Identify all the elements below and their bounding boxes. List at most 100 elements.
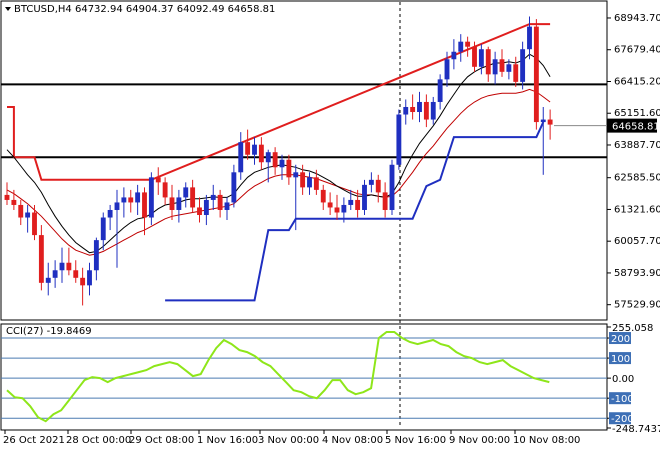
bull-candle: [403, 99, 409, 125]
bull-candle: [437, 74, 443, 110]
candle-body: [121, 197, 127, 203]
bear-candle: [300, 164, 306, 195]
candle-body: [417, 101, 422, 113]
candle-body: [313, 177, 319, 190]
candle-body: [506, 64, 512, 72]
bull-candle: [265, 149, 271, 183]
candle-body: [423, 101, 429, 120]
bull-candle: [451, 39, 457, 70]
bear-candle: [245, 129, 251, 160]
bull-candle: [203, 194, 209, 226]
bull-candle: [93, 237, 99, 281]
bull-candle: [148, 172, 154, 226]
candle-body: [245, 142, 251, 155]
bull-candle: [45, 262, 51, 296]
candle-body: [176, 197, 182, 210]
bear-candle: [382, 182, 388, 218]
bull-candle: [444, 51, 450, 87]
price-tick-label: 65151.60: [614, 108, 660, 119]
candle-body: [286, 159, 292, 178]
bear-candle: [286, 154, 292, 185]
cci-level-box: [609, 352, 631, 365]
candle-body: [465, 41, 471, 47]
bull-candle: [430, 96, 436, 125]
cci-level-box: [609, 332, 631, 345]
bull-candle: [348, 189, 354, 210]
candle-body: [485, 49, 491, 75]
bull-candle: [307, 172, 312, 195]
time-tick-label: 5 Nov 16:00: [385, 435, 446, 446]
bull-candle: [417, 91, 422, 123]
cci-plot: [1, 331, 607, 423]
candle-body: [38, 235, 44, 283]
price-tick-label: 68943.70: [614, 13, 660, 24]
candle-body: [25, 212, 31, 218]
cci-level-box: [609, 412, 631, 425]
cci-tick-label: 200: [611, 334, 630, 345]
candle-body: [513, 64, 519, 82]
candle-body: [93, 240, 99, 271]
candle-body: [203, 199, 209, 216]
trailing-stop-high-line: [7, 23, 551, 181]
bear-candle: [320, 184, 326, 210]
bear-candle: [128, 189, 134, 213]
bear-candle: [155, 167, 161, 195]
candle-body: [155, 177, 161, 183]
current-price-box: [607, 118, 657, 133]
bear-candle: [355, 189, 361, 218]
bear-candle: [197, 197, 202, 223]
dropdown-triangle-icon[interactable]: [5, 7, 11, 11]
bull-candle: [389, 159, 395, 216]
candle-body: [66, 262, 72, 271]
price-panel-frame: [0, 0, 608, 321]
cci-tick-label: 255.058: [612, 323, 653, 334]
bear-candle: [423, 94, 429, 128]
bear-candle: [66, 247, 72, 276]
candle-body: [100, 217, 106, 241]
bear-candle: [334, 194, 340, 221]
bear-candle: [485, 46, 491, 82]
candle-body: [80, 277, 86, 286]
candle-body: [362, 184, 367, 210]
candle-body: [272, 152, 278, 168]
price-tick-label: 62585.50: [614, 173, 660, 184]
candle-body: [527, 26, 532, 50]
candle-body: [375, 179, 381, 193]
candle-body: [45, 277, 51, 283]
candle-body: [73, 270, 79, 278]
bear-candle: [80, 267, 86, 306]
candle-body: [348, 199, 354, 205]
bull-candle: [224, 197, 230, 221]
bull-candle: [540, 106, 546, 175]
cci-panel-frame: [0, 323, 608, 431]
bull-candle: [506, 59, 512, 80]
bull-candle: [121, 187, 127, 218]
horizontal-levels[interactable]: [1, 83, 607, 159]
candle-body: [258, 144, 264, 163]
candle-body: [162, 182, 168, 198]
candle-body: [430, 101, 436, 120]
current-price-label: 64658.81: [612, 122, 660, 133]
price-tick-label: 57529.90: [614, 300, 660, 311]
candle-body: [368, 179, 374, 185]
bull-candle: [492, 51, 498, 85]
time-tick-label: 9 Nov 00:00: [449, 435, 510, 446]
price-tick-label: 61321.60: [614, 204, 660, 215]
price-tick-label: 58793.90: [614, 268, 660, 279]
bear-candle: [513, 56, 519, 87]
bull-candle: [368, 172, 374, 193]
bull-candle: [341, 197, 347, 223]
candle-body: [533, 26, 539, 123]
candle-body: [107, 209, 113, 218]
bear-candle: [375, 174, 381, 203]
bull-candle: [238, 132, 244, 180]
price-tick-label: 63887.70: [614, 140, 660, 151]
candle-body: [4, 194, 10, 200]
bear-candle: [499, 49, 505, 77]
bull-candle: [25, 204, 31, 233]
candle-body: [32, 212, 37, 236]
